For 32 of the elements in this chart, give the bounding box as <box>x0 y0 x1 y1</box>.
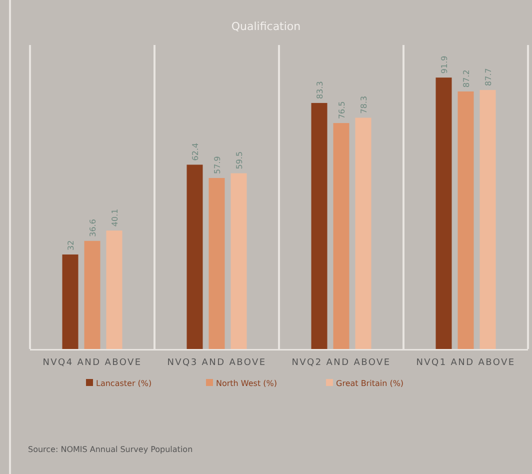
data-label: 87.7 <box>484 68 493 86</box>
data-label: 76.5 <box>337 101 346 120</box>
bar <box>311 102 328 349</box>
data-label: 57.9 <box>212 156 222 174</box>
bar <box>230 173 247 349</box>
bar <box>355 118 372 349</box>
bar <box>84 240 100 349</box>
legend-label: Lancaster (%) <box>96 379 152 388</box>
data-label: 78.3 <box>359 96 368 114</box>
data-label: 36.6 <box>88 219 98 237</box>
x-tick-label: NVQ3 AND ABOVE <box>167 358 266 368</box>
data-label: 59.5 <box>234 151 244 170</box>
data-label: 62.4 <box>190 142 200 161</box>
legend-label: North West (%) <box>216 379 277 388</box>
source-note: Source: NOMIS Annual Survey Population <box>28 445 193 454</box>
x-tick-label: NVQ4 AND ABOVE <box>42 358 142 368</box>
data-label: 40.1 <box>110 208 120 227</box>
bar <box>458 91 474 349</box>
bar <box>186 164 203 349</box>
bar <box>436 78 452 349</box>
bar <box>208 178 225 349</box>
data-label: 32 <box>66 240 76 250</box>
bar <box>480 90 496 349</box>
legend-label: Great Britain (%) <box>336 379 404 388</box>
data-label: 91.9 <box>440 56 449 74</box>
bar <box>62 254 78 349</box>
data-label: 83.3 <box>315 81 324 99</box>
bar <box>106 230 122 349</box>
x-tick-label: NVQ1 AND ABOVE <box>416 358 516 368</box>
x-tick-label: NVQ2 AND ABOVE <box>292 358 391 368</box>
bar <box>333 123 350 349</box>
data-label: 87.2 <box>462 70 471 88</box>
